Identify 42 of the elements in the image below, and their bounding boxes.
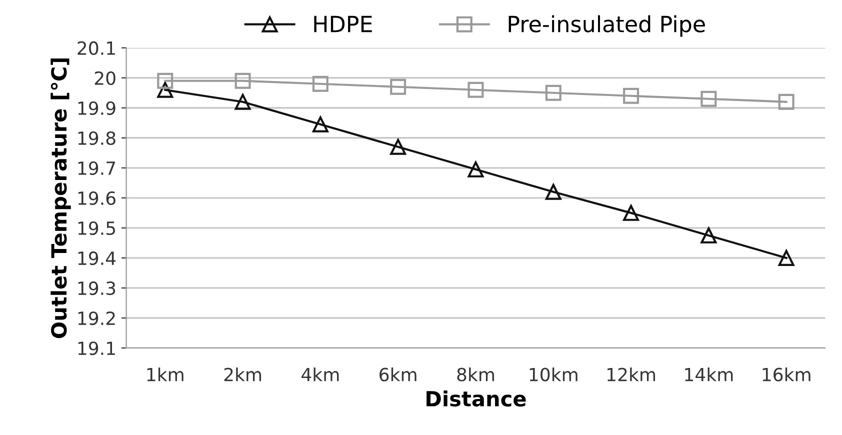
y-tick-label: 19.7 [78,161,116,176]
point [312,76,328,92]
x-tick-label: 16km [762,367,810,382]
point [157,72,174,89]
x-tick-label: 14km [685,367,733,382]
x-tick-label: 10km [530,367,578,382]
point [234,72,251,89]
legend-label: HDPE [314,16,372,32]
y-tick-label: 20.1 [78,41,115,55]
point [468,161,484,178]
y-tick-label: 19.1 [78,341,115,356]
point [700,227,717,244]
point [468,82,484,98]
point [545,84,562,101]
x-axis-title: Distance [426,390,526,407]
point [390,138,406,155]
point [778,94,794,110]
point [778,250,794,266]
x-tick-label: 1km [147,367,184,382]
y-tick-label: 19.5 [78,221,115,236]
point [623,204,640,221]
x-tick-label: 2km [224,367,262,382]
point [312,116,328,132]
y-tick-label: 19.6 [78,191,116,206]
y-tick-label: 19.3 [78,281,116,296]
y-tick-label: 19.4 [78,251,116,266]
legend-label: Pre-insulated Pipe [508,15,705,37]
y-tick-label: 20 [94,71,116,85]
x-tick-label: 12km [608,367,656,382]
point [157,82,174,98]
x-tick-label: 6km [380,367,416,382]
y-tick-label: 19.2 [78,311,115,326]
point [390,78,406,95]
x-tick-label: 8km [457,367,494,382]
y-axis-title: Outlet Temperature [℃] [50,58,71,338]
x-tick-label: 4km [302,367,339,382]
point [700,90,717,107]
point [234,94,251,110]
y-tick-label: 19.8 [78,131,116,146]
point [623,88,640,104]
y-tick-label: 19.9 [78,101,116,115]
point [545,184,562,200]
